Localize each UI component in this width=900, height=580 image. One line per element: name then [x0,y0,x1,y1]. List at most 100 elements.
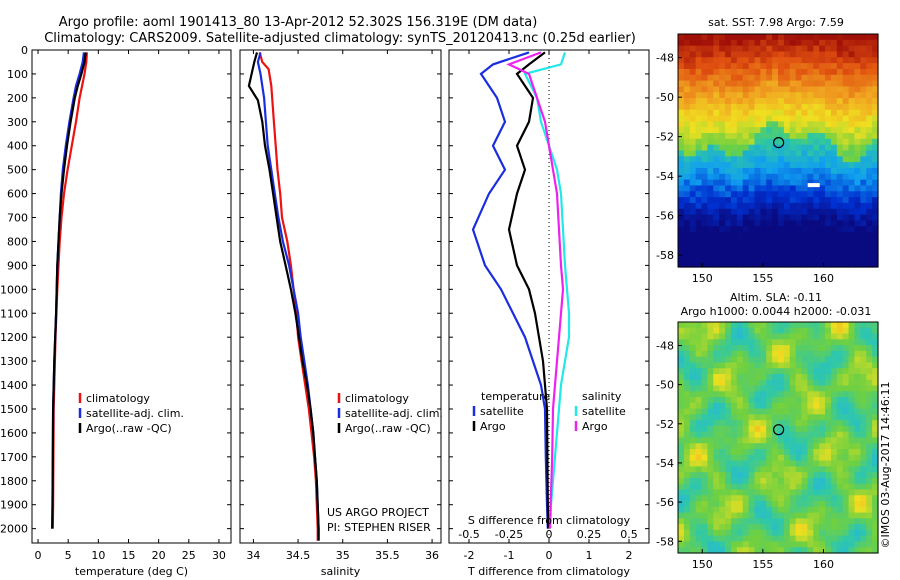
heatmap-cell [701,121,709,128]
heatmap-cell [807,220,814,227]
heatmap-cell [830,472,838,479]
heatmap-cell [842,437,850,444]
heatmap-cell [754,501,761,508]
heatmap-cell [836,535,844,543]
heatmap-cell [795,327,803,335]
heatmap-cell [778,489,785,496]
heatmap-cell [854,477,861,485]
heatmap-cell [813,414,820,421]
heatmap-cell [701,80,709,88]
heatmap-cell [760,232,767,239]
heatmap-cell [719,529,726,537]
heatmap-cell [766,472,773,479]
heatmap-cell [730,449,738,456]
heatmap-cell [860,173,867,181]
heatmap-cell [766,249,773,256]
heatmap-cell [807,541,814,548]
heatmap-cell [772,185,779,192]
map-y-tick-label: -52 [656,418,674,431]
heatmap-cell [848,208,856,216]
heatmap-cell [860,529,867,537]
heatmap-cell [825,535,832,543]
heatmap-cell [778,208,785,216]
heatmap-cell [848,327,856,335]
heatmap-cell [701,214,709,221]
heatmap-cell [854,489,861,496]
heatmap-cell [701,414,709,421]
heatmap-cell [842,466,850,473]
heatmap-cell [678,425,685,433]
heatmap-cell [783,133,791,140]
heatmap-cell [842,98,850,105]
heatmap-cell [866,214,873,221]
heatmap-cell [854,541,861,548]
heatmap-cell [807,74,814,82]
heatmap-cell [748,483,756,491]
heatmap-cell [778,138,785,146]
heatmap-cell [819,379,826,387]
heatmap-cell [701,477,709,485]
heatmap-cell [725,483,732,491]
heatmap-cell [678,57,685,64]
heatmap-cell [766,327,773,335]
heatmap-cell [683,80,691,88]
heatmap-cell [783,243,791,251]
heatmap-cell [860,261,867,268]
heatmap-cell [772,489,779,496]
heatmap-cell [854,144,861,152]
heatmap-cell [854,437,861,444]
heatmap-cell [825,379,832,387]
heatmap-cell [825,454,832,462]
heatmap-cell [736,133,744,140]
heatmap-cell [766,547,773,554]
heatmap-cell [678,144,685,152]
heatmap-cell [695,391,703,398]
heatmap-cell [801,501,809,508]
heatmap-cell [783,362,791,369]
heatmap-cell [713,345,720,352]
heatmap-cell [742,127,750,134]
heatmap-cell [830,92,838,99]
x-tick-label: 5 [65,549,72,562]
heatmap-cell [719,34,726,41]
heatmap-cell [766,356,773,364]
heatmap-cell [678,80,685,88]
heatmap-cell [819,431,826,439]
heatmap-cell [842,63,850,70]
heatmap-cell [783,322,791,329]
heatmap-cell [783,39,791,47]
heatmap-cell [772,454,779,462]
heatmap-cell [860,477,867,485]
heatmap-cell [719,425,726,433]
heatmap-cell [754,460,761,467]
heatmap-cell [713,356,720,364]
heatmap-cell [695,74,703,82]
heatmap-cell [830,243,838,251]
heatmap-cell [819,443,826,450]
heatmap-cell [778,501,785,508]
heatmap-cell [836,109,844,117]
heatmap-cell [683,535,691,543]
heatmap-cell [778,185,785,192]
heatmap-cell [695,379,703,387]
heatmap-cell [760,34,767,41]
heatmap-cell [730,167,738,175]
heatmap-cell [719,397,726,404]
heatmap-cell [848,373,856,381]
heatmap-cell [713,162,720,169]
heatmap-cell [736,138,744,146]
heatmap-cell [766,45,773,53]
heatmap-cell [719,368,726,375]
heatmap-cell [801,51,809,58]
heatmap-cell [836,98,844,105]
heatmap-cell [683,489,691,496]
heatmap-cell [689,109,697,117]
heatmap-cell [807,243,814,251]
heatmap-cell [695,345,703,352]
heatmap-cell [807,127,814,134]
heatmap-cell [830,356,838,364]
heatmap-cell [701,144,709,152]
heatmap-cell [830,460,838,467]
heatmap-cell [866,506,873,514]
heatmap-cell [807,115,814,122]
